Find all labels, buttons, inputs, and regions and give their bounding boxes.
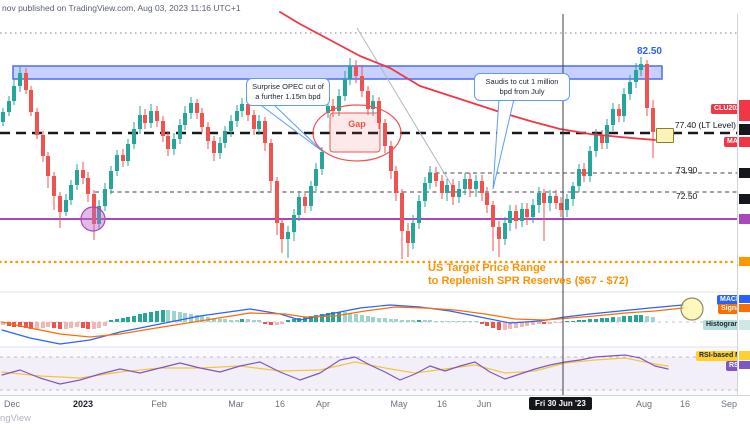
histogram-badge[interactable]: Histogram xyxy=(703,320,744,331)
resistance-level-label: 82.50 xyxy=(636,46,662,57)
price-axis-marker xyxy=(739,124,750,135)
opec-cut-callout[interactable]: Surprise OPEC cut of a further 1.15m bpd xyxy=(246,78,330,106)
price-axis-marker xyxy=(739,351,750,360)
time-axis-label: Sep xyxy=(720,399,738,409)
time-axis-label: May xyxy=(390,399,408,409)
time-axis-label: Jun xyxy=(476,399,492,409)
price-axis-marker xyxy=(739,214,750,224)
price-axis-marker xyxy=(739,320,750,330)
crosshair-date-badge: Fri 30 Jun '23 xyxy=(529,397,592,410)
opec-cut-callout-line2: a further 1.15m bpd xyxy=(255,91,321,101)
gap-label: Gap xyxy=(348,119,366,129)
time-axis[interactable]: Dec 2023 Feb Mar 16 Apr May 16 Jun Aug 16 Sep xyxy=(0,395,750,413)
gap-box xyxy=(329,112,381,153)
price-axis-marker xyxy=(739,257,750,266)
lt-level-label: 77.40 (LT Level) xyxy=(674,120,736,130)
signal-badge[interactable]: Signal xyxy=(718,304,746,315)
ma-badge[interactable]: MA xyxy=(724,137,741,148)
price-axis-marker xyxy=(739,295,750,303)
candlestick-series xyxy=(1,57,655,259)
level-label-7250: 72.50 xyxy=(676,191,698,201)
time-axis-label: 16 xyxy=(436,399,448,409)
macd-badge[interactable]: MACD xyxy=(717,295,744,306)
time-axis-label: Feb xyxy=(151,399,167,409)
gap-ellipse xyxy=(312,104,402,162)
price-axis[interactable] xyxy=(737,14,750,412)
time-axis-label: 16 xyxy=(274,399,286,409)
symbol-badge[interactable]: CLU2023 xyxy=(711,104,747,115)
spr-target-line2: to Replenish SPR Reserves ($67 - $72) xyxy=(428,275,629,287)
time-axis-label: Mar xyxy=(228,399,244,409)
opec-cut-callout-line1: Surprise OPEC cut of xyxy=(252,82,324,91)
price-axis-marker xyxy=(739,137,750,147)
price-axis-marker xyxy=(739,194,750,204)
attribution-text: nov published on TradingView.com, Aug 03… xyxy=(2,3,241,13)
spr-target-line1: US Target Price Range xyxy=(428,262,546,274)
tradingview-watermark: ngView xyxy=(0,413,31,424)
rsi-badge[interactable]: RSI xyxy=(726,361,744,372)
rsi-ma-badge[interactable]: RSI-based MA xyxy=(696,351,750,362)
current-price-highlight-box xyxy=(656,128,674,143)
time-axis-label: Apr xyxy=(315,399,331,409)
saudi-cut-callout-line2: bpd from July xyxy=(499,86,545,96)
trendline xyxy=(356,27,453,187)
callout-tail xyxy=(256,102,323,152)
highlight-circle xyxy=(680,297,704,321)
spr-target-annotation: US Target Price Range to Replenish SPR R… xyxy=(428,262,629,288)
saudi-cut-callout[interactable]: Saudis to cut 1 million bpd from July xyxy=(474,73,570,101)
price-axis-marker xyxy=(739,304,750,312)
time-axis-label: 2023 xyxy=(72,399,94,409)
level-label-7390: 73.90 xyxy=(676,165,698,175)
price-axis-marker xyxy=(739,100,750,121)
highlight-circle xyxy=(80,206,106,232)
callout-tail xyxy=(492,98,515,190)
price-axis-marker xyxy=(739,168,750,178)
time-axis-label: Aug xyxy=(635,399,653,409)
price-axis-marker xyxy=(739,361,750,369)
time-axis-label: 16 xyxy=(679,399,691,409)
macd-histogram xyxy=(1,310,655,330)
saudi-cut-callout-line1: Saudis to cut 1 million xyxy=(485,77,559,86)
time-axis-label: Dec xyxy=(3,399,21,409)
